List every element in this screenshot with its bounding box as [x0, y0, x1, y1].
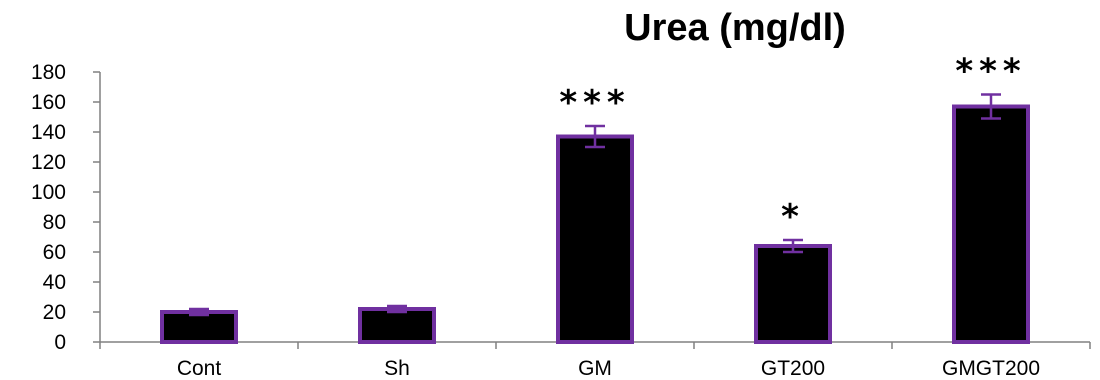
significance-marker: *	[781, 197, 805, 237]
x-tick-label: GMGT200	[942, 357, 1040, 380]
x-tick-label: GT200	[761, 357, 825, 380]
bars-layer: Cont Sh GM *** GT200 * GMGT200 ***	[160, 52, 1040, 380]
significance-marker: ***	[955, 52, 1026, 92]
y-tick-label: 60	[43, 241, 66, 264]
y-tick-label: 80	[43, 211, 66, 234]
bar-sh	[358, 307, 436, 344]
x-tick-label: Sh	[384, 357, 410, 380]
y-axis: 0 20 40 60 80 100 120 140 160 180	[31, 61, 101, 354]
bar-gt200	[754, 244, 832, 344]
y-tick-label: 140	[31, 121, 66, 144]
y-tick-label: 120	[31, 151, 66, 174]
y-tick-label: 100	[31, 181, 66, 204]
y-tick-label: 20	[43, 301, 66, 324]
bar-cont	[160, 310, 238, 344]
significance-marker: ***	[559, 83, 630, 123]
chart-title: Urea (mg/dl)	[624, 7, 846, 49]
y-tick-label: 40	[43, 271, 66, 294]
y-tick-label: 180	[31, 61, 66, 84]
x-tick-label: GM	[578, 357, 612, 380]
y-tick-label: 160	[31, 91, 66, 114]
y-tick-label: 0	[54, 331, 66, 354]
bar-gmgt200	[952, 104, 1030, 344]
x-tick-label: Cont	[177, 357, 222, 380]
bar-gm	[556, 134, 634, 344]
